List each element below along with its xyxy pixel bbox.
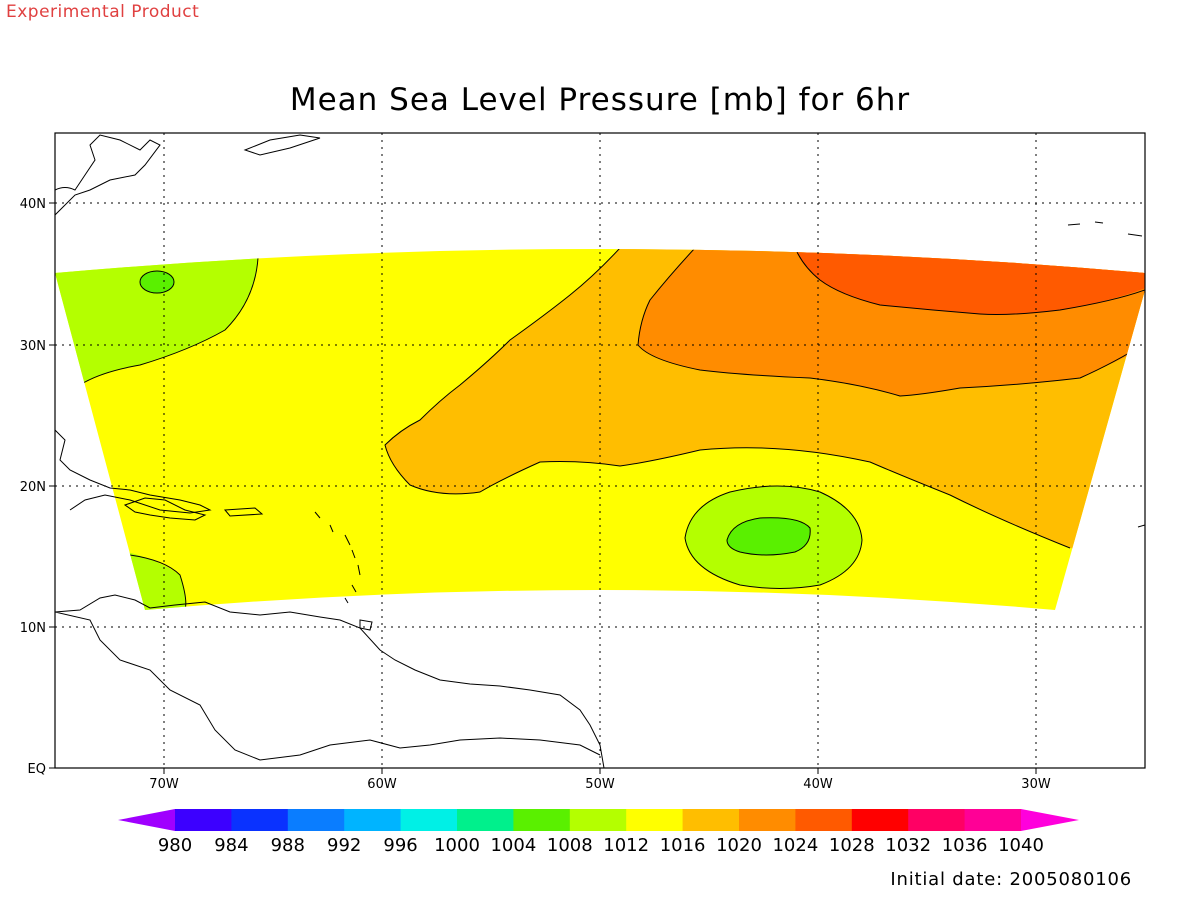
axis-ticks [49, 202, 1037, 774]
colorbar-box [908, 809, 966, 831]
colorbar-box [400, 809, 458, 831]
colorbar-label: 992 [327, 835, 361, 856]
colorbar-label: 1012 [603, 835, 649, 856]
lat-tick-label-20n: 20N [20, 480, 46, 495]
map-title: Mean Sea Level Pressure [mb] for 6hr [289, 82, 911, 118]
field-1004-1008-low [727, 517, 811, 555]
colorbar-label: 1008 [547, 835, 593, 856]
colorbar-box [626, 809, 684, 831]
coastline-cape-verde [1137, 524, 1145, 528]
colorbar-label: 980 [158, 835, 192, 856]
coastline-trinidad [359, 619, 373, 631]
colorbar-label: 1020 [716, 835, 762, 856]
coastline-nova-scotia [243, 134, 321, 156]
colorbar-box [964, 809, 1022, 831]
colorbar-arrow-low [118, 809, 175, 831]
colorbar-label: 1024 [772, 835, 818, 856]
colorbar-label: 1032 [885, 835, 931, 856]
colorbar-label: 988 [271, 835, 305, 856]
lon-tick-label-40w: 40W [803, 777, 833, 792]
colorbar-boxes [118, 809, 1079, 831]
colorbar-box [795, 809, 853, 831]
coastline-puerto-rico [223, 507, 264, 517]
pressure-field [55, 249, 1145, 610]
colorbar-box [457, 809, 514, 831]
coastline-azores [1067, 221, 1143, 237]
lat-tick-label-30n: 30N [20, 339, 46, 354]
lat-tick-label-40n: 40N [20, 197, 46, 212]
graticule [55, 133, 1145, 768]
lon-tick-label-50w: 50W [585, 777, 615, 792]
lat-tick-label-10n: 10N [20, 621, 46, 636]
colorbar-box [851, 809, 909, 831]
colorbar: 980 984 988 992 996 1000 1004 1008 1012 1016 1020 1… [118, 809, 1079, 856]
colorbar-box [231, 809, 289, 831]
lon-tick-label-70w: 70W [149, 777, 179, 792]
colorbar-label: 1000 [434, 835, 480, 856]
colorbar-box [344, 809, 402, 831]
coastline-north-america [55, 134, 161, 216]
colorbar-box [739, 809, 796, 831]
colorbar-label: 1028 [829, 835, 875, 856]
field-1004-1008-northwest [140, 271, 174, 293]
colorbar-box [287, 809, 345, 831]
colorbar-box [175, 809, 232, 831]
lat-tick-label-eq: EQ [28, 762, 46, 777]
colorbar-box [513, 809, 571, 831]
experimental-product-label: Experimental Product [6, 2, 200, 22]
lon-tick-label-30w: 30W [1021, 777, 1051, 792]
field-1020-1024 [638, 249, 1145, 396]
contour-lines [79, 249, 1145, 610]
colorbar-box [569, 809, 627, 831]
lon-tick-label-60w: 60W [367, 777, 397, 792]
colorbar-label: 984 [214, 835, 248, 856]
colorbar-label: 996 [383, 835, 417, 856]
coastline-lesser-antilles [314, 511, 361, 604]
coastline-florida-cuba [55, 429, 212, 514]
colorbar-labels: 980 984 988 992 996 1000 1004 1008 1012 1016 1020 1… [158, 835, 1044, 856]
colorbar-label: 1040 [998, 835, 1044, 856]
field-1024-1028 [797, 249, 1145, 315]
coastlines [55, 134, 1145, 768]
initial-date-label: Initial date: 2005080106 [890, 869, 1132, 890]
field-1008-1012-northwest [55, 249, 258, 420]
colorbar-label: 1004 [490, 835, 536, 856]
coastline-south-america [55, 594, 605, 768]
coastline-hispaniola [123, 497, 207, 521]
colorbar-label: 1016 [660, 835, 706, 856]
colorbar-box [682, 809, 740, 831]
colorbar-arrow-high [1021, 809, 1079, 831]
colorbar-label: 1036 [942, 835, 988, 856]
